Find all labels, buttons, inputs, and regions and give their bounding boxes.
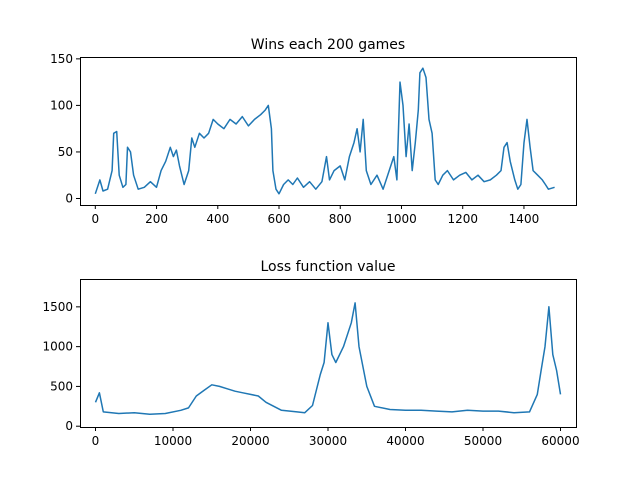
wins-ytick-label: 150 (50, 52, 73, 66)
loss-xtick-label: 60000 (541, 434, 579, 448)
loss-title: Loss function value (260, 259, 395, 275)
wins-ytick-label: 100 (50, 98, 73, 112)
wins-series-group (94, 67, 555, 195)
loss-xtick-label: 20000 (231, 434, 269, 448)
loss-xtick-label: 30000 (309, 434, 347, 448)
subplot-wins: Wins each 200 games 0 200 400 600 800 1000 120… (50, 37, 577, 226)
wins-xtick-label: 800 (329, 212, 352, 226)
loss-series-group (94, 302, 562, 416)
subplot-loss: Loss function value 0 10000 20000 30000 4000… (42, 259, 579, 448)
wins-title: Wins each 200 games (251, 37, 405, 53)
wins-x-axis: 0 200 400 600 800 1000 1200 1400 (91, 205, 539, 226)
loss-ytick-label: 1500 (42, 300, 73, 314)
loss-x-axis: 0 10000 20000 30000 40000 50000 60000 (92, 427, 580, 448)
wins-xtick-label: 200 (145, 212, 168, 226)
loss-xtick-label: 0 (92, 434, 100, 448)
wins-xtick-label: 400 (206, 212, 229, 226)
wins-xtick-label: 600 (268, 212, 291, 226)
wins-y-axis: 0 50 100 150 (50, 52, 80, 205)
wins-ytick-label: 0 (65, 191, 73, 205)
wins-xtick-label: 1000 (386, 212, 417, 226)
wins-xtick-label: 0 (91, 212, 99, 226)
loss-xtick-label: 10000 (154, 434, 192, 448)
loss-xtick-label: 40000 (386, 434, 424, 448)
wins-xtick-label: 1400 (509, 212, 540, 226)
loss-series-line-0 (94, 302, 562, 416)
loss-xtick-label: 50000 (464, 434, 502, 448)
loss-y-axis: 0 500 1000 1500 (42, 300, 80, 433)
wins-plot-frame (80, 57, 577, 206)
loss-ytick-label: 1000 (42, 340, 73, 354)
wins-ytick-label: 50 (58, 145, 73, 159)
wins-series-line-0 (94, 67, 555, 195)
loss-ytick-label: 500 (50, 379, 73, 393)
loss-ytick-label: 0 (65, 419, 73, 433)
wins-xtick-label: 1200 (447, 212, 478, 226)
